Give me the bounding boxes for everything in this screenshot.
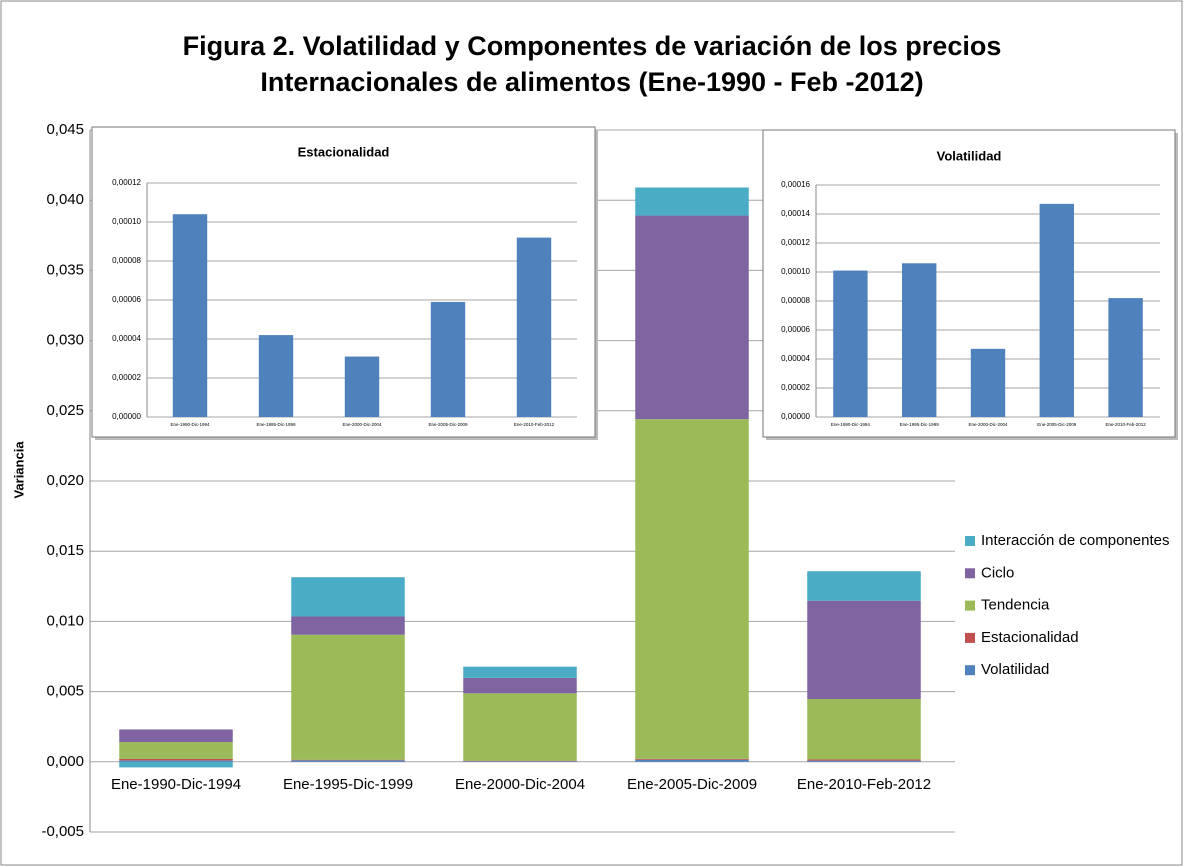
x-tick-label: Ene-2010-Feb-2012: [1105, 422, 1146, 427]
legend-swatch: [965, 632, 975, 643]
x-tick-label: Ene-1995-Dic-1999: [900, 422, 940, 427]
bar: [430, 301, 466, 417]
bar-segment: [463, 666, 577, 678]
bar-segment: [291, 760, 405, 762]
bar-segment: [119, 729, 233, 743]
y-tick-label: 0,00014: [781, 209, 810, 218]
bar-segment: [291, 577, 405, 617]
y-tick-label: 0,040: [46, 191, 84, 208]
bar: [1108, 298, 1143, 417]
bar-segment: [635, 215, 749, 420]
legend-label: Tendencia: [981, 597, 1050, 614]
bar-segment: [119, 758, 233, 761]
y-tick-label: 0,00006: [112, 295, 141, 304]
y-tick-label: 0,00002: [112, 373, 141, 382]
bar: [258, 335, 294, 417]
bar-segment: [635, 758, 749, 760]
bar-segment: [635, 419, 749, 759]
x-tick-label: Ene-2010-Feb-2012: [514, 422, 555, 427]
y-tick-label: 0,00008: [112, 256, 141, 265]
bar: [516, 237, 552, 417]
bar-segment: [463, 693, 577, 761]
bar-segment: [807, 571, 921, 601]
y-tick-label: 0,00004: [781, 354, 810, 363]
y-tick-label: 0,00012: [781, 238, 810, 247]
bar: [902, 263, 937, 417]
x-tick-label: Ene-2005-Dic-2009: [627, 776, 757, 793]
bar-segment: [291, 759, 405, 761]
y-tick-label: 0,00002: [781, 383, 810, 392]
inset-title: Volatilidad: [937, 148, 1002, 163]
x-tick-label: Ene-1990-Dic-1994: [170, 422, 210, 427]
y-tick-label: 0,010: [46, 612, 84, 629]
chart-title: Figura 2. Volatilidad y Componentes de v…: [183, 31, 1002, 61]
bar-segment: [807, 600, 921, 699]
chart-title: Internacionales de alimentos (Ene-1990 -…: [260, 67, 923, 97]
x-tick-label: Ene-1995-Dic-1999: [283, 776, 413, 793]
bar-segment: [807, 698, 921, 760]
y-tick-label: 0,00016: [781, 180, 810, 189]
y-tick-label: 0,000: [46, 753, 84, 770]
y-tick-label: 0,00006: [781, 325, 810, 334]
y-tick-label: 0,005: [46, 683, 84, 700]
y-tick-label: 0,030: [46, 332, 84, 349]
bar: [1039, 203, 1074, 417]
x-tick-label: Ene-2005-Dic-2009: [428, 422, 468, 427]
y-tick-label: 0,00010: [112, 217, 141, 226]
legend-label: Interacción de componentes: [981, 532, 1169, 549]
inset-box: [762, 129, 1176, 438]
x-tick-label: Ene-2010-Feb-2012: [797, 776, 931, 793]
y-tick-label: 0,00004: [112, 334, 141, 343]
bar-segment: [635, 187, 749, 216]
y-tick-label: 0,00008: [781, 296, 810, 305]
bar: [833, 270, 868, 417]
x-tick-label: Ene-2000-Dic-2004: [968, 422, 1008, 427]
bar-segment: [463, 677, 577, 694]
y-tick-label: 0,00000: [112, 412, 141, 421]
legend-swatch: [965, 665, 975, 676]
y-tick-label: 0,015: [46, 542, 84, 559]
x-tick-label: Ene-1995-Dic-1999: [256, 422, 296, 427]
legend-label: Ciclo: [981, 564, 1014, 581]
x-tick-label: Ene-2000-Dic-2004: [342, 422, 382, 427]
bar-segment: [119, 742, 233, 759]
y-tick-label: 0,00010: [781, 267, 810, 276]
bar-segment: [807, 759, 921, 761]
x-tick-label: Ene-1990-Dic-1994: [111, 776, 241, 793]
bar-segment: [463, 761, 577, 762]
y-tick-label: 0,025: [46, 402, 84, 419]
bar-segment: [119, 761, 233, 768]
bar: [172, 214, 208, 417]
y-tick-label: 0,045: [46, 121, 84, 138]
legend-label: Estacionalidad: [981, 629, 1079, 646]
x-tick-label: Ene-1990-Dic-1994: [831, 422, 871, 427]
y-tick-label: 0,020: [46, 472, 84, 489]
y-tick-label: 0,035: [46, 261, 84, 278]
y-axis-label: Variancia: [11, 441, 26, 499]
legend-swatch: [965, 600, 975, 611]
bar: [344, 356, 380, 417]
y-tick-label: 0,00000: [781, 412, 810, 421]
bar-segment: [807, 760, 921, 762]
bar: [970, 348, 1006, 417]
bar-segment: [119, 760, 233, 762]
x-tick-label: Ene-2005-Dic-2009: [1037, 422, 1077, 427]
legend-swatch: [965, 568, 975, 579]
legend-swatch: [965, 536, 975, 546]
bar-segment: [291, 634, 405, 760]
legend-label: Volatilidad: [981, 661, 1049, 678]
y-tick-label: 0,00012: [112, 178, 141, 187]
bar-segment: [635, 759, 749, 762]
x-tick-label: Ene-2000-Dic-2004: [455, 776, 585, 793]
bar-segment: [291, 616, 405, 635]
inset-title: Estacionalidad: [298, 144, 390, 159]
y-tick-label: -0,005: [41, 823, 84, 840]
